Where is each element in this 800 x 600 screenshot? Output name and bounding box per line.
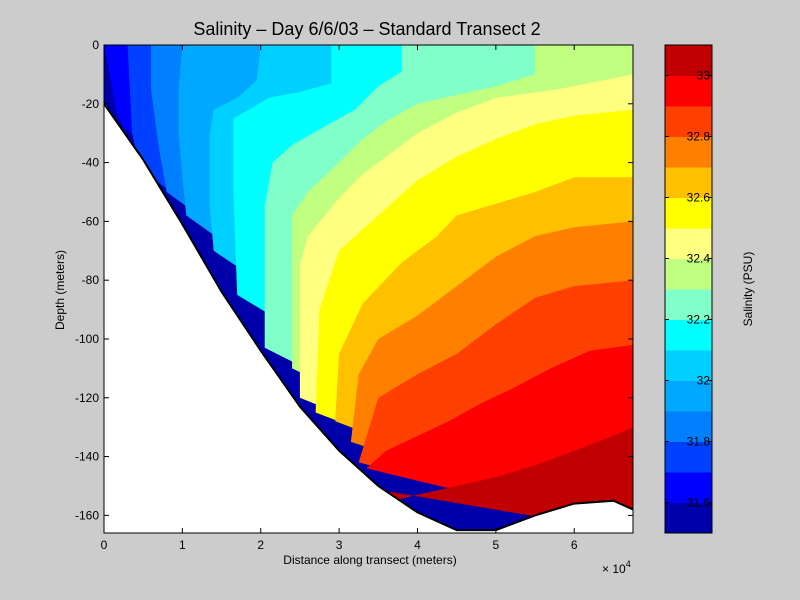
chart-title: Salinity – Day 6/6/03 – Standard Transec…	[193, 19, 540, 39]
seafloor-profile	[104, 103, 633, 533]
colorbar-tick-label: 32.8	[687, 130, 711, 144]
x-tick-label: 3	[336, 538, 343, 552]
colorbar-segment	[665, 411, 712, 442]
x-tick-label: 5	[493, 538, 500, 552]
colorbar-segment	[665, 258, 712, 290]
x-tick-label: 4	[414, 538, 421, 552]
contour-band	[390, 45, 633, 533]
x-multiplier: × 104	[602, 559, 631, 576]
x-tick-label: 1	[179, 538, 186, 552]
x-multiplier-exponent: 4	[626, 559, 631, 569]
colorbar-segment	[665, 319, 712, 351]
colorbar-axis: 31.6 31.8 32 32.2 32.4 32.6 32.8 33	[665, 69, 712, 510]
contour-fills	[104, 45, 633, 533]
colorbar-segment	[665, 472, 712, 503]
colorbar-segment	[665, 167, 712, 198]
colorbar-segment	[665, 502, 712, 534]
y-tick-label: -160	[75, 508, 99, 522]
colorbar-tick-label: 32	[697, 374, 711, 388]
colorbar-segment	[665, 289, 712, 320]
colorbar-segment	[665, 441, 712, 473]
y-tick-label: -120	[75, 391, 99, 405]
colorbar-segment	[665, 45, 712, 76]
colorbar-segment	[665, 106, 712, 137]
colorbar-segment	[665, 136, 712, 168]
colorbar-segment	[665, 228, 712, 259]
contour-band	[366, 45, 633, 533]
y-tick-label: -20	[82, 97, 100, 111]
x-axis-label: Distance along transect (meters)	[283, 553, 456, 567]
colorbar-tick-label: 31.8	[687, 435, 711, 449]
colorbar-tick-label: 33	[697, 69, 711, 83]
x-tick-label: 2	[257, 538, 264, 552]
colorbar-segment	[665, 197, 712, 229]
colorbar-tick-label: 32.6	[687, 191, 711, 205]
colorbar-tick-label: 32.4	[687, 252, 711, 266]
colorbar-tick-label: 31.6	[687, 496, 711, 510]
y-tick-label: -60	[82, 214, 100, 228]
y-tick-label: -40	[82, 156, 100, 170]
y-axis: 0 -20 -40 -60 -80 -100 -120 -140 -160	[75, 38, 633, 522]
colorbar-segment	[665, 75, 712, 107]
y-axis-label: Depth (meters)	[53, 250, 67, 330]
seafloor-line	[104, 103, 633, 532]
colorbar-label: Salinity (PSU)	[741, 252, 755, 327]
y-tick-label: -100	[75, 332, 99, 346]
y-tick-label: -140	[75, 450, 99, 464]
x-multiplier-base: × 10	[602, 562, 626, 576]
y-tick-label: 0	[92, 38, 99, 52]
seafloor-mask	[104, 103, 633, 533]
colorbar-segment	[665, 380, 712, 412]
colorbar-tick-label: 32.2	[687, 313, 711, 327]
colorbar-segment	[665, 350, 712, 381]
x-tick-label: 6	[571, 538, 578, 552]
y-tick-label: -80	[82, 273, 100, 287]
colorbar	[665, 45, 712, 534]
plot-border	[103, 44, 634, 534]
x-axis: 0 1 2 3 4 5 6	[101, 45, 578, 552]
x-tick-label: 0	[101, 538, 108, 552]
colorbar-border	[664, 44, 713, 534]
